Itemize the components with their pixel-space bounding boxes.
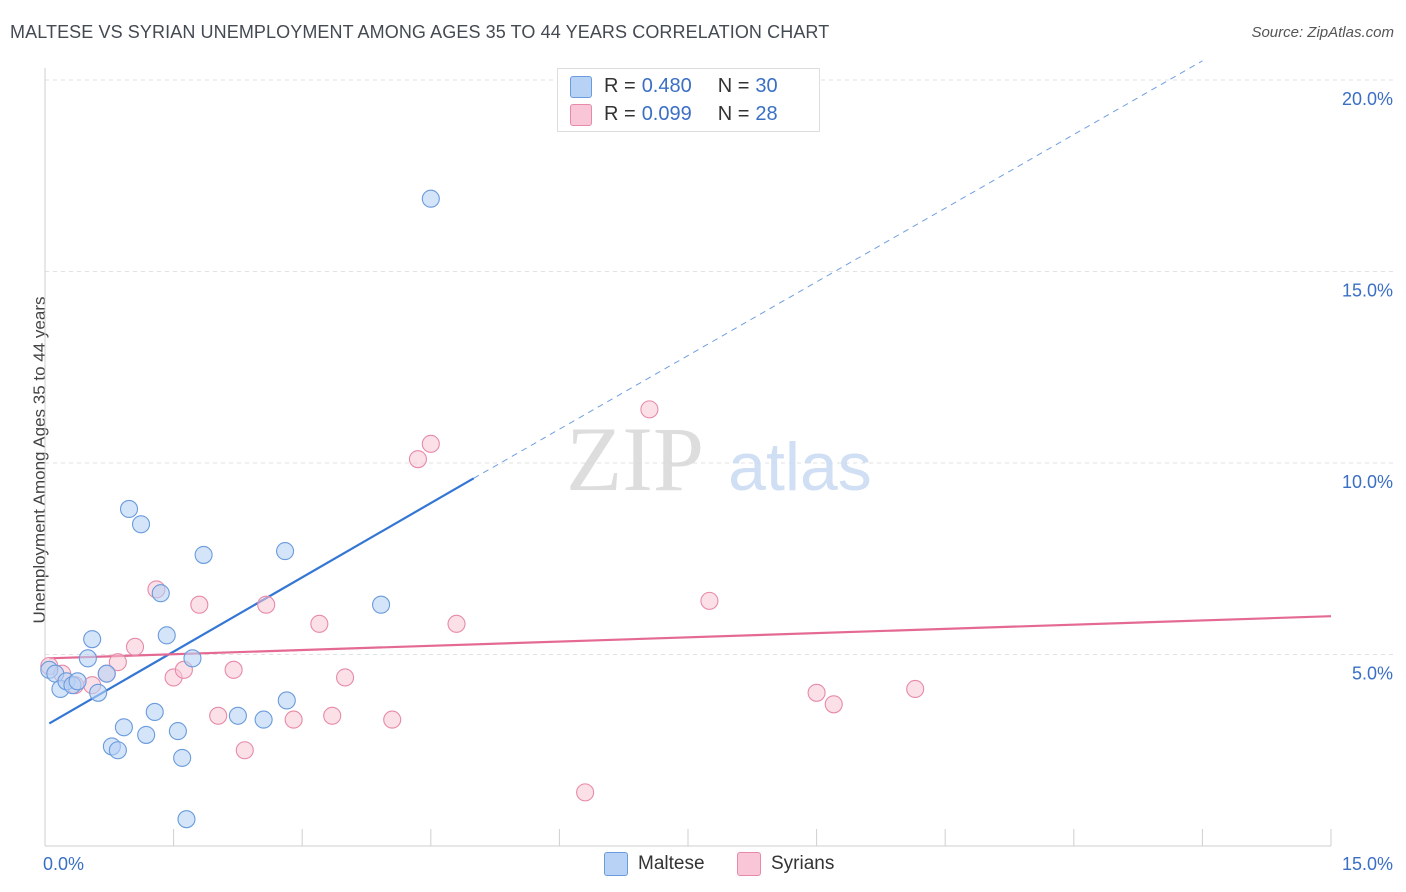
syrians-point (125, 637, 145, 656)
syrians-point (224, 660, 243, 679)
maltese-point (83, 630, 102, 649)
syrians-point (209, 706, 228, 725)
n-value: 30 (755, 74, 778, 97)
data-points (40, 189, 925, 829)
y-tick-label: 10.0% (1342, 472, 1393, 492)
axes (44, 68, 1332, 847)
y-tick-label: 5.0% (1352, 664, 1393, 684)
maltese-point (228, 706, 247, 725)
maltese-point (151, 584, 170, 603)
maltese-point (372, 595, 391, 614)
r-label: R = (604, 74, 636, 97)
maltese-point (177, 810, 196, 829)
maltese-legend-label: Maltese (638, 853, 705, 874)
chart-title: MALTESE VS SYRIAN UNEMPLOYMENT AMONG AGE… (10, 22, 830, 42)
syrians-point (190, 595, 209, 614)
maltese-point (277, 691, 296, 710)
legend-item-syrians: Syrians (737, 852, 834, 876)
syrians-point (447, 614, 466, 633)
r-label: R = (604, 102, 636, 125)
syrians-point (640, 400, 659, 419)
n-label: N = (717, 74, 750, 97)
syrians-point (807, 683, 826, 702)
watermark: ZIP atlas (566, 408, 872, 510)
x-tick-label: 15.0% (1342, 854, 1393, 874)
correlation-legend: R = 0.480 N = 30 R = 0.099 N = 28 (557, 68, 820, 132)
syrians-legend-label: Syrians (771, 853, 835, 874)
maltese-point (131, 515, 151, 534)
syrians-trend-line (49, 615, 1332, 660)
y-tick-label: 15.0% (1342, 281, 1393, 301)
maltese-point (97, 664, 116, 683)
maltese-point (157, 626, 176, 645)
syrians-legend-swatch (737, 852, 761, 876)
syrians-point (383, 710, 402, 729)
maltese-point (78, 649, 97, 668)
y-tick-label: 20.0% (1342, 89, 1393, 109)
legend-item-maltese: Maltese (604, 852, 705, 876)
syrians-point (700, 591, 719, 610)
legend-row-maltese: R = 0.480 N = 30 (570, 74, 778, 98)
syrians-point (421, 434, 440, 453)
maltese-point (194, 545, 213, 564)
watermark-atlas: atlas (728, 429, 872, 505)
maltese-point (89, 683, 108, 702)
source-label: Source: ZipAtlas.com (1251, 24, 1394, 41)
syrians-point (576, 783, 595, 802)
maltese-point (68, 672, 87, 691)
syrians-point (336, 668, 355, 687)
maltese-point (145, 702, 164, 722)
n-label: N = (717, 102, 750, 125)
syrians-swatch (570, 104, 592, 126)
syrians-point (310, 614, 329, 633)
x-tick-label: 0.0% (43, 854, 84, 874)
syrians-point (108, 653, 127, 672)
maltese-swatch (570, 76, 592, 98)
maltese-point (114, 718, 133, 737)
syrians-point (408, 450, 427, 469)
grid-lines (45, 79, 1394, 655)
maltese-point (168, 722, 187, 741)
tick-labels: 5.0% 10.0% 15.0% 20.0% 0.0% 15.0% (43, 89, 1393, 874)
r-value: 0.480 (641, 74, 692, 97)
syrians-point (235, 741, 254, 760)
maltese-point (137, 725, 156, 744)
maltese-trend-extension (473, 60, 1203, 479)
maltese-point (276, 542, 295, 561)
maltese-point (254, 710, 273, 729)
maltese-point (183, 649, 202, 668)
syrians-point (284, 710, 303, 729)
syrians-point (257, 595, 276, 614)
maltese-point (119, 499, 139, 519)
maltese-point (108, 741, 127, 760)
maltese-point (421, 189, 440, 208)
syrians-point (824, 695, 843, 714)
trend-lines (48, 60, 1332, 725)
syrians-point (906, 679, 925, 699)
watermark-zip: ZIP (566, 408, 704, 510)
n-value: 28 (755, 102, 778, 125)
maltese-legend-swatch (604, 852, 628, 876)
maltese-point (173, 748, 192, 767)
r-value: 0.099 (641, 102, 692, 125)
legend-row-syrians: R = 0.099 N = 28 (570, 102, 778, 126)
syrians-point (323, 706, 342, 725)
